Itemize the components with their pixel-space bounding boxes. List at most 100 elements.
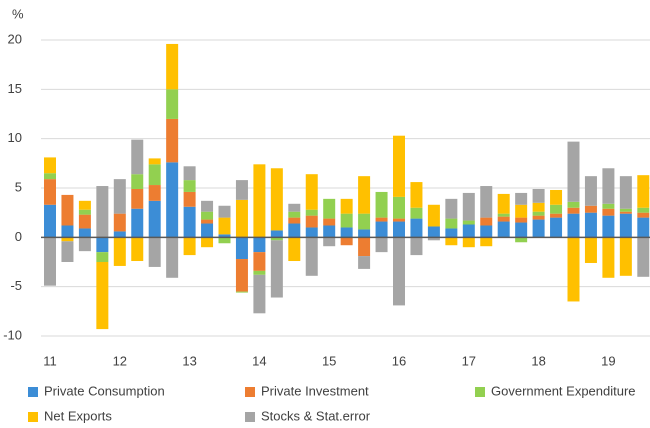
x-tick-label: 14 — [252, 353, 266, 368]
bar-segment — [201, 219, 214, 224]
bar-segment — [445, 228, 458, 238]
bar-segment — [166, 43, 179, 90]
bar-segment — [427, 237, 440, 241]
bar-segment — [166, 89, 179, 119]
bar-segment — [288, 223, 301, 238]
bar-segment — [515, 237, 528, 243]
bar-segment — [480, 237, 493, 247]
x-tick-label: 11 — [43, 353, 57, 368]
y-tick-label: 0 — [15, 229, 22, 244]
bar-segment — [96, 252, 109, 262]
bar-segment — [131, 174, 144, 189]
bar-segment — [550, 189, 563, 205]
legend-swatch — [475, 387, 485, 397]
bar-segment — [305, 174, 318, 210]
bar-segment — [131, 139, 144, 175]
legend-swatch — [245, 387, 255, 397]
bar-segment — [235, 291, 248, 293]
legend-swatch — [245, 412, 255, 422]
bar-segment — [358, 256, 371, 269]
bar-segment — [78, 209, 91, 215]
bar-segment — [148, 185, 161, 201]
bar-segment — [288, 203, 301, 212]
bar-segment — [113, 237, 126, 266]
bar-segment — [201, 200, 214, 212]
bar-segment — [288, 217, 301, 224]
bar-segment — [515, 222, 528, 238]
bar-segment — [166, 237, 179, 278]
bar-segment — [78, 228, 91, 238]
bar-segment — [61, 194, 74, 226]
bar-segment — [532, 188, 545, 203]
legend-label: Stocks & Stat.error — [261, 408, 371, 423]
bar-segment — [340, 227, 353, 238]
bar-segment — [113, 231, 126, 238]
bar-segment — [44, 204, 56, 238]
bar-segment — [584, 205, 597, 213]
bar-segment — [515, 192, 528, 205]
bar-segment — [166, 118, 179, 163]
legend-swatch — [28, 387, 38, 397]
bar-segment — [532, 215, 545, 220]
bar-segment — [375, 237, 388, 253]
bar-segment — [218, 205, 231, 218]
bar-segment — [393, 196, 405, 219]
bar-segment — [602, 208, 615, 216]
bar-segment — [166, 162, 179, 238]
y-tick-label: 20 — [8, 31, 22, 46]
bar-segment — [305, 209, 318, 216]
y-tick-label: -10 — [3, 327, 22, 342]
bar-segment — [44, 237, 56, 286]
bar-segment — [375, 191, 388, 218]
bar-segment — [44, 157, 56, 174]
legend-label: Private Investment — [261, 383, 369, 398]
bar-segment — [61, 225, 74, 238]
bar-segment — [602, 168, 615, 204]
bar-segment — [462, 220, 475, 225]
bar-segment — [637, 212, 650, 218]
bar-segment — [183, 206, 196, 238]
legend-label: Net Exports — [44, 408, 112, 423]
bar-segment — [148, 158, 161, 165]
bar-segment — [410, 207, 423, 219]
bar-segment — [393, 221, 405, 238]
bar-segment — [393, 135, 405, 197]
x-tick-label: 18 — [531, 353, 545, 368]
bar-segment — [445, 237, 458, 246]
x-tick-label: 13 — [182, 353, 196, 368]
bar-segment — [358, 237, 371, 257]
bar-segment — [497, 193, 510, 214]
bar-segment — [393, 218, 405, 222]
bar-segment — [619, 211, 632, 214]
bar-segment — [567, 141, 580, 202]
legend-label: Private Consumption — [44, 383, 165, 398]
bar-segment — [480, 186, 493, 218]
bar-segment — [288, 237, 301, 262]
x-tick-label: 19 — [601, 353, 615, 368]
bar-segment — [340, 198, 353, 214]
bar-segment — [235, 259, 248, 292]
bar-segment — [584, 176, 597, 206]
bar-segment — [393, 237, 405, 306]
x-tick-label: 17 — [462, 353, 476, 368]
bar-segment — [148, 164, 161, 186]
bar-segment — [637, 217, 650, 238]
bar-segment — [410, 237, 423, 256]
bar-segment — [253, 274, 266, 314]
bar-segment — [131, 237, 144, 262]
bar-segment — [253, 237, 266, 253]
bar-segment — [131, 208, 144, 238]
bar-segment — [270, 168, 283, 231]
bar-segment — [235, 180, 248, 200]
bar-segment — [183, 166, 196, 181]
bar-segment — [358, 229, 371, 238]
bar-segment — [148, 237, 161, 267]
legend-label: Government Expenditure — [491, 383, 636, 398]
bar-segment — [532, 202, 545, 212]
bar-segment — [602, 203, 615, 209]
bar-segment — [445, 218, 458, 229]
bar-segment — [253, 252, 266, 271]
y-tick-label: 5 — [15, 179, 22, 194]
bar-segment — [619, 213, 632, 238]
